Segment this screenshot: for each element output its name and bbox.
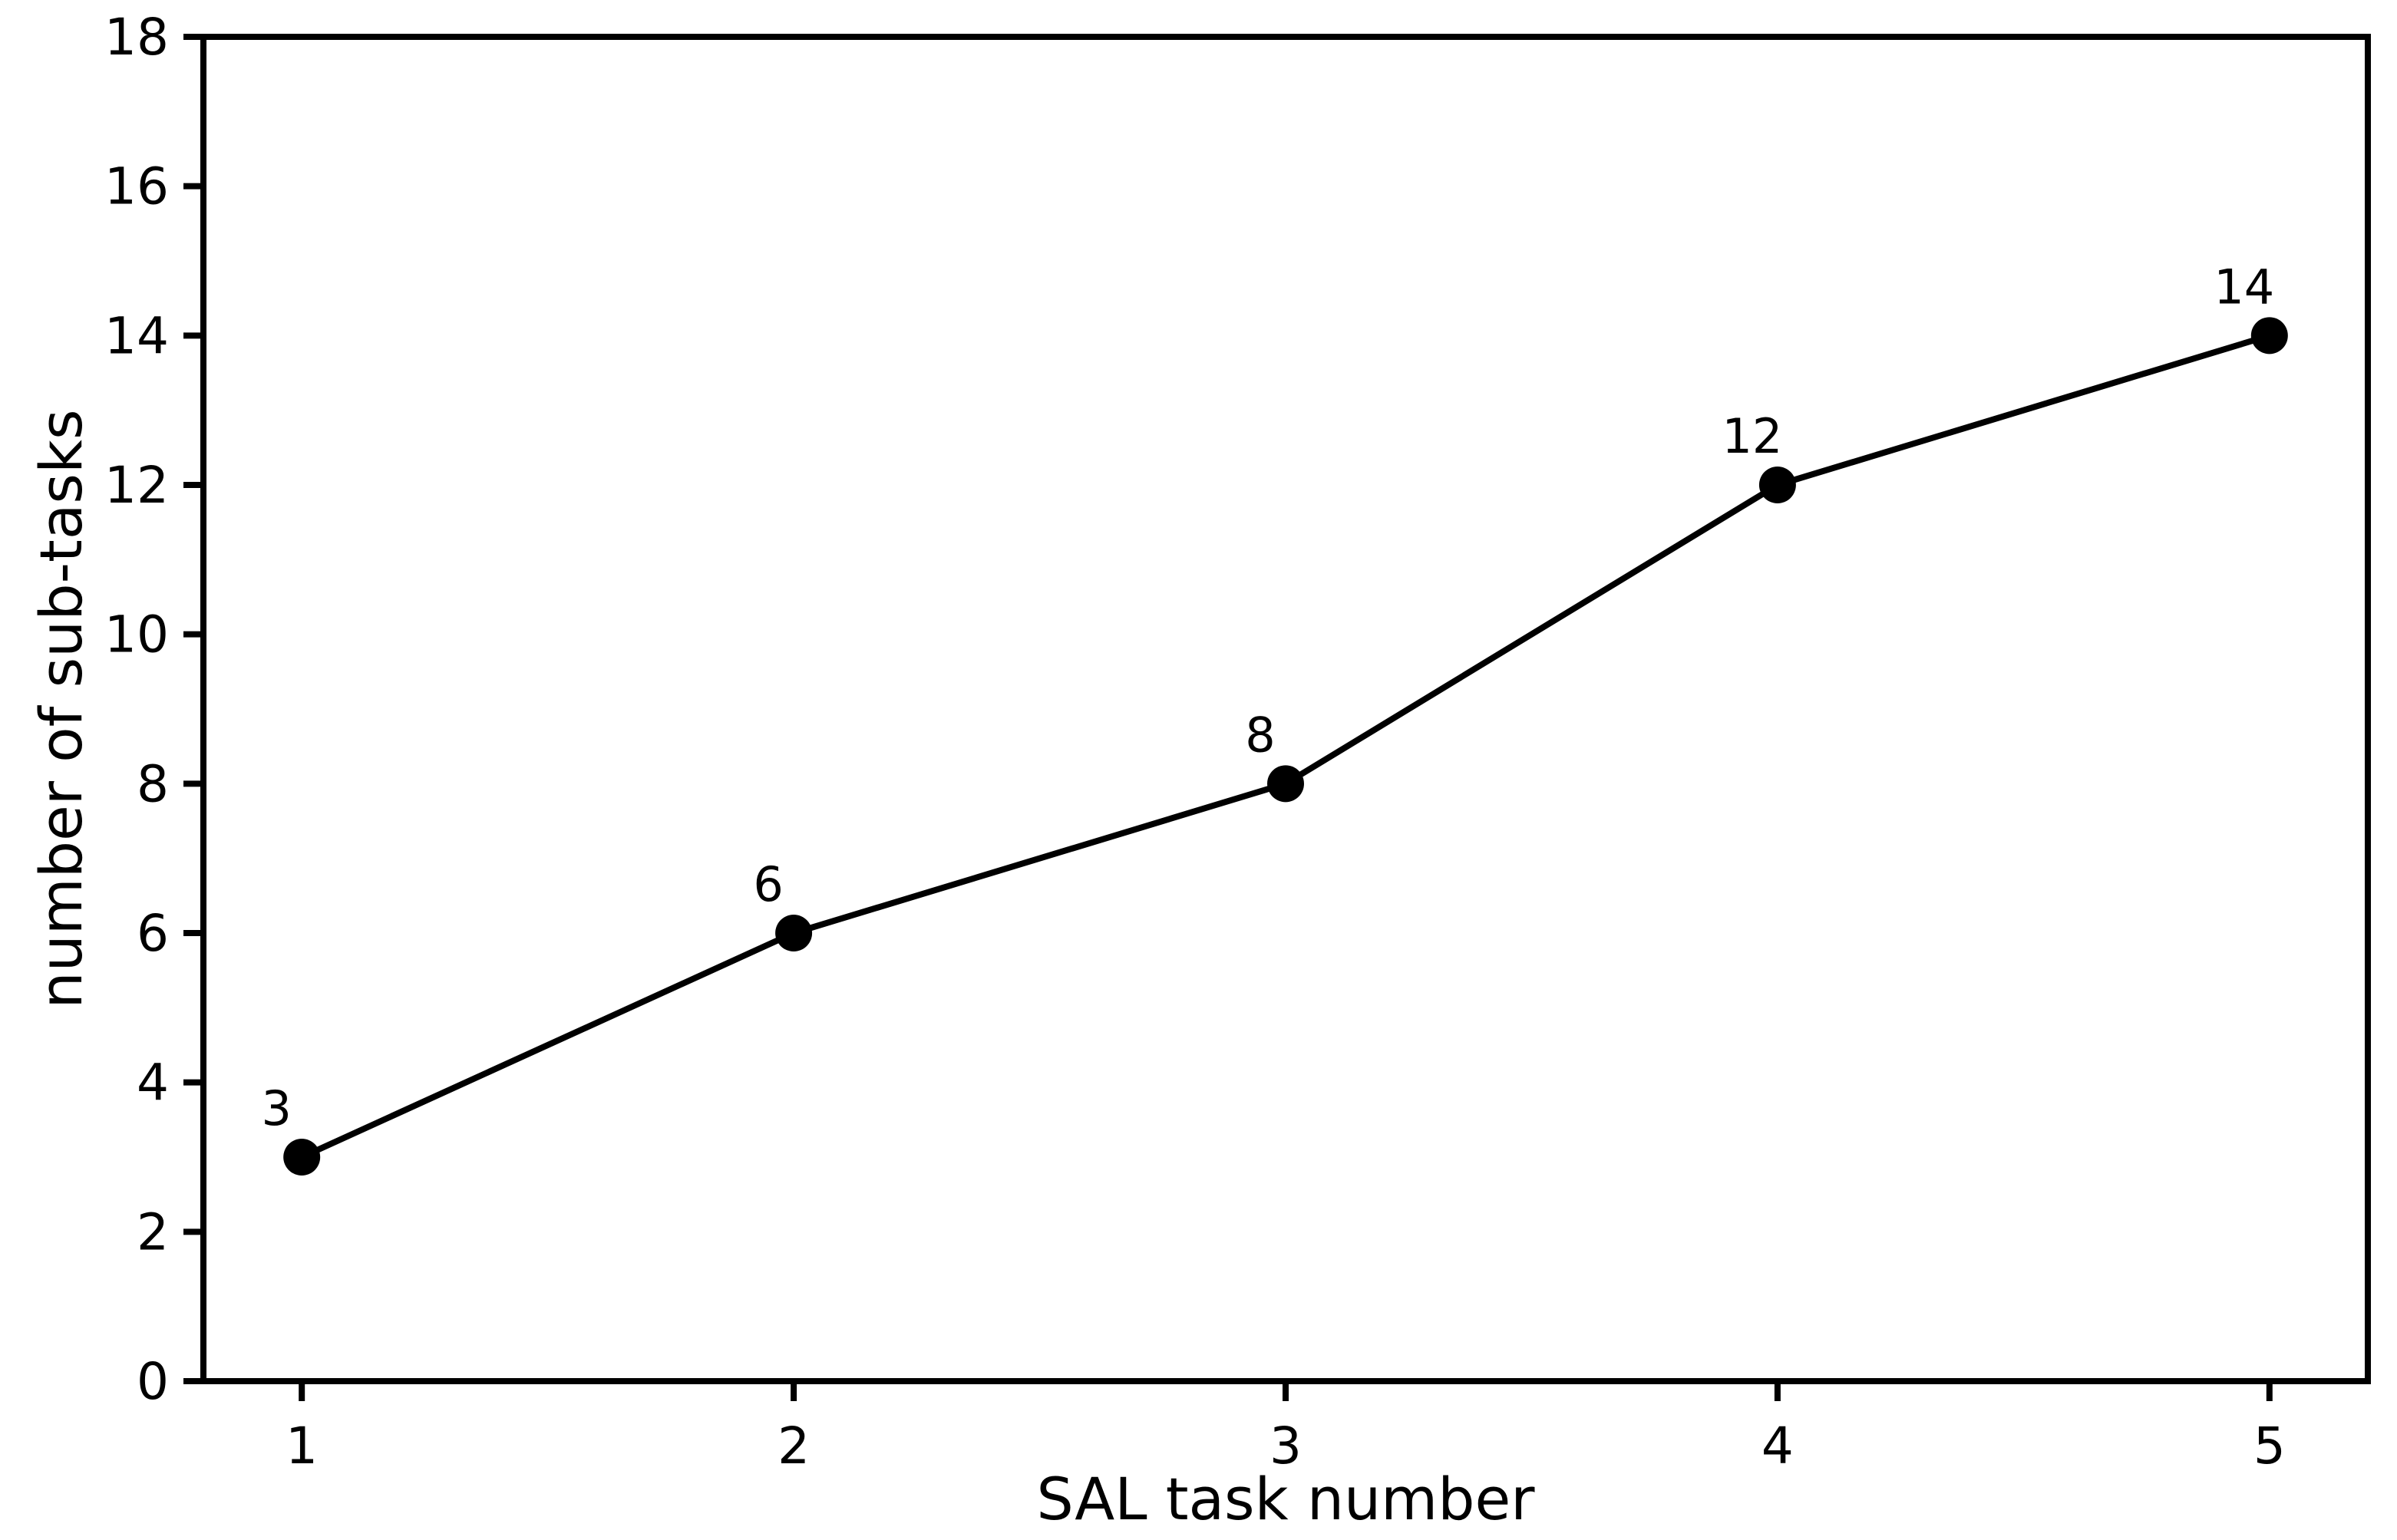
x-axis-tick-label: 5 [2253, 1416, 2286, 1476]
x-axis-tick-label: 2 [778, 1416, 810, 1476]
y-axis-tick-label: 14 [104, 306, 169, 365]
x-axis-title: SAL task number [1037, 1465, 1536, 1533]
data-point-label: 14 [2214, 259, 2274, 315]
data-point-label: 6 [753, 856, 783, 912]
data-point-marker [283, 1139, 321, 1176]
y-axis-tick-label: 12 [104, 456, 169, 515]
y-axis-tick-label: 4 [137, 1054, 169, 1113]
y-axis-title: number of sub-tasks [27, 409, 95, 1008]
y-axis-tick-label: 0 [137, 1352, 169, 1411]
x-axis-tick-label: 3 [1269, 1416, 1302, 1476]
data-point-label: 3 [261, 1080, 291, 1136]
data-point-marker [775, 915, 813, 951]
data-point-marker [2250, 317, 2288, 354]
y-axis-tick-label: 16 [104, 157, 169, 216]
data-point-marker [1267, 765, 1304, 803]
plot-frame [200, 34, 2371, 1384]
x-axis-tick-label: 1 [286, 1416, 318, 1476]
data-point-label: 8 [1245, 707, 1275, 763]
data-line [299, 332, 2273, 1160]
data-point-label: 12 [1722, 408, 1782, 464]
x-axis-tick-label: 4 [1761, 1416, 1794, 1476]
data-point-marker [1758, 467, 1796, 503]
y-axis-tick-label: 2 [137, 1202, 169, 1261]
y-axis-tick-label: 6 [137, 904, 169, 963]
y-axis-tick-label: 8 [137, 754, 169, 813]
y-axis-tick-label: 18 [104, 8, 169, 67]
y-axis-tick-label: 10 [104, 605, 169, 664]
